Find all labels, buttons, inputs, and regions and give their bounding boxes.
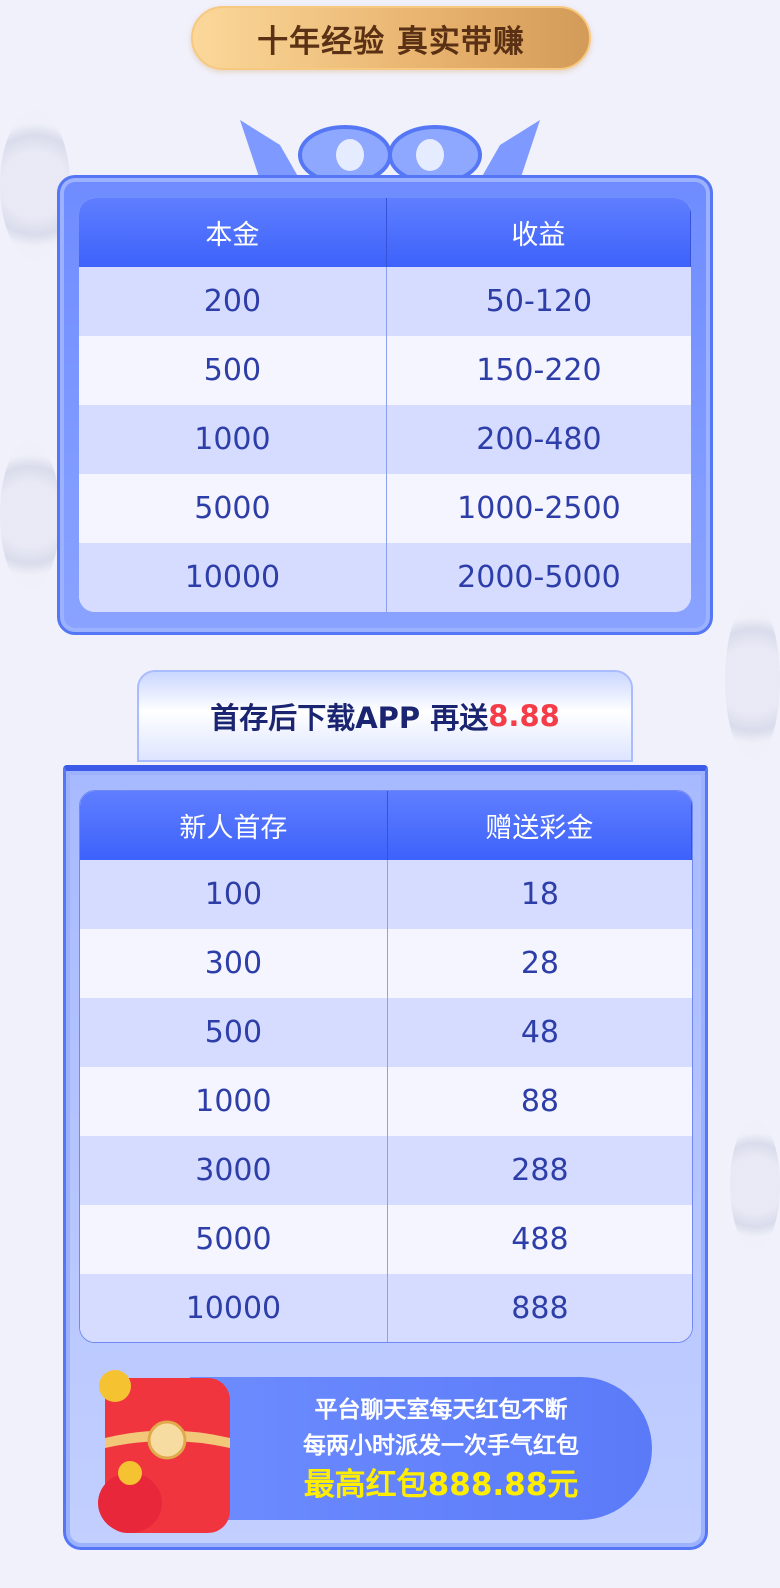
app-download-banner: 首存后下载APP 再送 8.88 bbox=[137, 670, 633, 762]
cell: 10000 bbox=[79, 543, 387, 612]
cell: 50-120 bbox=[485, 284, 593, 319]
cell: 5000 bbox=[80, 1205, 388, 1274]
table-row: 300 28 bbox=[80, 929, 692, 998]
cell: 3000 bbox=[80, 1136, 388, 1205]
table-row: 500 48 bbox=[80, 998, 692, 1067]
poker-chip-decoration bbox=[730, 1120, 780, 1250]
column-header: 收益 bbox=[387, 198, 691, 267]
cell: 1000 bbox=[80, 1067, 388, 1136]
cell: 200-480 bbox=[476, 422, 602, 457]
cell: 5000 bbox=[79, 474, 387, 543]
table-row: 10000 2000-5000 bbox=[79, 543, 691, 612]
table-row: 10000 888 bbox=[80, 1274, 692, 1342]
table-row: 500 150-220 bbox=[79, 336, 691, 405]
cell: 500 bbox=[80, 998, 388, 1067]
red-packet-promo: 平台聊天室每天红包不断 每两小时派发一次手气红包 最高红包888.88元 bbox=[190, 1377, 652, 1520]
cell: 28 bbox=[520, 946, 559, 981]
cell: 100 bbox=[80, 860, 388, 929]
column-header: 新人首存 bbox=[80, 791, 388, 860]
cell: 1000 bbox=[79, 405, 387, 474]
table-row: 1000 88 bbox=[80, 1067, 692, 1136]
table-row: 5000 488 bbox=[80, 1205, 692, 1274]
table-row: 1000 200-480 bbox=[79, 405, 691, 474]
ribbon-bow-icon bbox=[240, 120, 540, 185]
earnings-table: 本金 收益 200 50-120 500 150-220 1000 200-480 5… bbox=[79, 198, 691, 612]
page-title: 十年经验 真实带赚 bbox=[191, 6, 591, 70]
cell: 200 bbox=[79, 267, 387, 336]
poker-chip-decoration bbox=[0, 440, 60, 590]
table-row: 100 18 bbox=[80, 860, 692, 929]
cell: 488 bbox=[511, 1222, 569, 1257]
bonus-table: 新人首存 赠送彩金 100 18 300 28 500 48 1000 88 3000 2… bbox=[79, 790, 693, 1343]
cell: 10000 bbox=[80, 1274, 388, 1342]
banner-text: 首存后下载APP 再送 bbox=[210, 701, 489, 735]
promo-line: 每两小时派发一次手气红包 bbox=[303, 1432, 579, 1459]
promo-line: 平台聊天室每天红包不断 bbox=[314, 1396, 568, 1423]
cell: 1000-2500 bbox=[457, 491, 621, 526]
promo-max-amount: 最高红包888.88元 bbox=[303, 1466, 579, 1503]
table-header: 本金 收益 bbox=[79, 198, 691, 267]
table-header: 新人首存 赠送彩金 bbox=[80, 791, 692, 860]
cell: 2000-5000 bbox=[457, 560, 621, 595]
red-envelope-icon bbox=[98, 1370, 230, 1533]
cell: 150-220 bbox=[476, 353, 602, 388]
cell: 888 bbox=[511, 1291, 569, 1326]
cell: 300 bbox=[80, 929, 388, 998]
column-header: 本金 bbox=[79, 198, 387, 267]
cell: 288 bbox=[511, 1153, 569, 1188]
cell: 48 bbox=[520, 1015, 559, 1050]
table-row: 5000 1000-2500 bbox=[79, 474, 691, 543]
cell: 18 bbox=[520, 877, 559, 912]
column-header: 赠送彩金 bbox=[388, 791, 692, 860]
cell: 500 bbox=[79, 336, 387, 405]
cell: 88 bbox=[520, 1084, 559, 1119]
banner-highlight: 8.88 bbox=[488, 699, 560, 733]
poker-chip-decoration bbox=[725, 600, 780, 760]
table-row: 3000 288 bbox=[80, 1136, 692, 1205]
table-row: 200 50-120 bbox=[79, 267, 691, 336]
